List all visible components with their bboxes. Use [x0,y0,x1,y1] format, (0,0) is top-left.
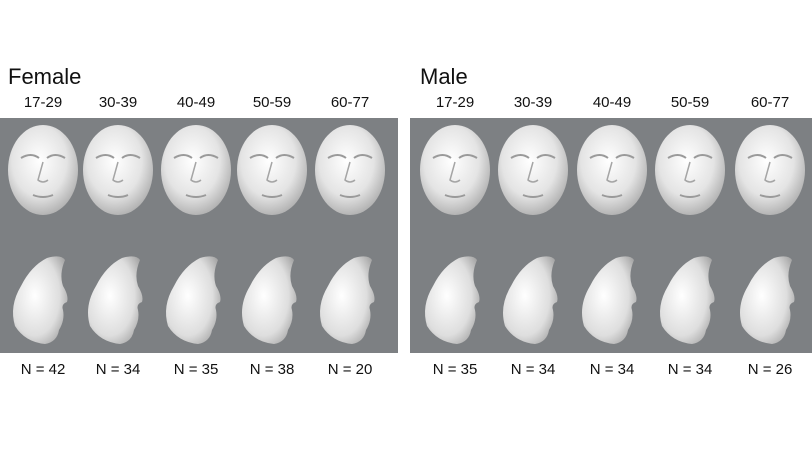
face-pair [315,125,385,344]
front-face [83,125,153,215]
front-face [655,125,725,215]
profile-face [425,256,480,344]
age-label: 30-39 [514,94,552,111]
age-label: 17-29 [24,94,62,111]
brows [667,154,713,159]
age-label: 40-49 [177,94,215,111]
brows [20,154,66,159]
sample-size: N = 34 [511,361,556,378]
profile-face [582,256,637,344]
nose [190,161,202,183]
sample-size: N = 38 [250,361,295,378]
sample-size: N = 42 [21,361,66,378]
age-label: 50-59 [671,94,709,111]
profile-face [13,256,68,344]
brows [589,154,635,159]
panel-title: Male [420,64,468,89]
front-face [498,125,568,215]
nose [527,161,539,183]
face-pair [83,125,153,344]
nose [684,161,696,183]
nose [449,161,461,183]
face-pair [735,125,805,344]
brows [249,154,295,159]
sample-size: N = 26 [748,361,793,378]
face-pair [420,125,490,344]
profile-face [242,256,297,344]
age-label: 50-59 [253,94,291,111]
age-label: 40-49 [593,94,631,111]
mouth [444,194,466,198]
mouth [185,194,207,198]
sample-size: N = 35 [174,361,219,378]
sample-size: N = 34 [590,361,635,378]
age-label: 30-39 [99,94,137,111]
mouth [339,194,361,198]
brows [173,154,219,159]
profile-face [503,256,558,344]
nose [37,161,49,183]
nose [606,161,618,183]
profile-face [166,256,221,344]
sample-size: N = 34 [668,361,713,378]
nose [344,161,356,183]
sample-size: N = 35 [433,361,478,378]
front-face [735,125,805,215]
face-pair [8,125,78,344]
profile-face [320,256,375,344]
brows [327,154,373,159]
sample-size: N = 34 [96,361,141,378]
front-face [237,125,307,215]
mouth [32,194,54,198]
profile-face [660,256,715,344]
profile-face [740,256,795,344]
brows [95,154,141,159]
mouth [601,194,623,198]
sample-size: N = 20 [328,361,373,378]
face-pair [498,125,568,344]
nose [764,161,776,183]
nose [266,161,278,183]
mouth [679,194,701,198]
face-pair [655,125,725,344]
brows [747,154,793,159]
mouth [261,194,283,198]
age-label: 17-29 [436,94,474,111]
profile-face [88,256,143,344]
mouth [107,194,129,198]
front-face [8,125,78,215]
face-pair [577,125,647,344]
mouth [522,194,544,198]
front-face [420,125,490,215]
mouth [759,194,781,198]
face-pair [237,125,307,344]
front-face [315,125,385,215]
panel-title: Female [8,64,81,89]
front-face [577,125,647,215]
front-face [161,125,231,215]
age-label: 60-77 [331,94,369,111]
face-pair [161,125,231,344]
brows [432,154,478,159]
age-label: 60-77 [751,94,789,111]
nose [112,161,124,183]
brows [510,154,556,159]
